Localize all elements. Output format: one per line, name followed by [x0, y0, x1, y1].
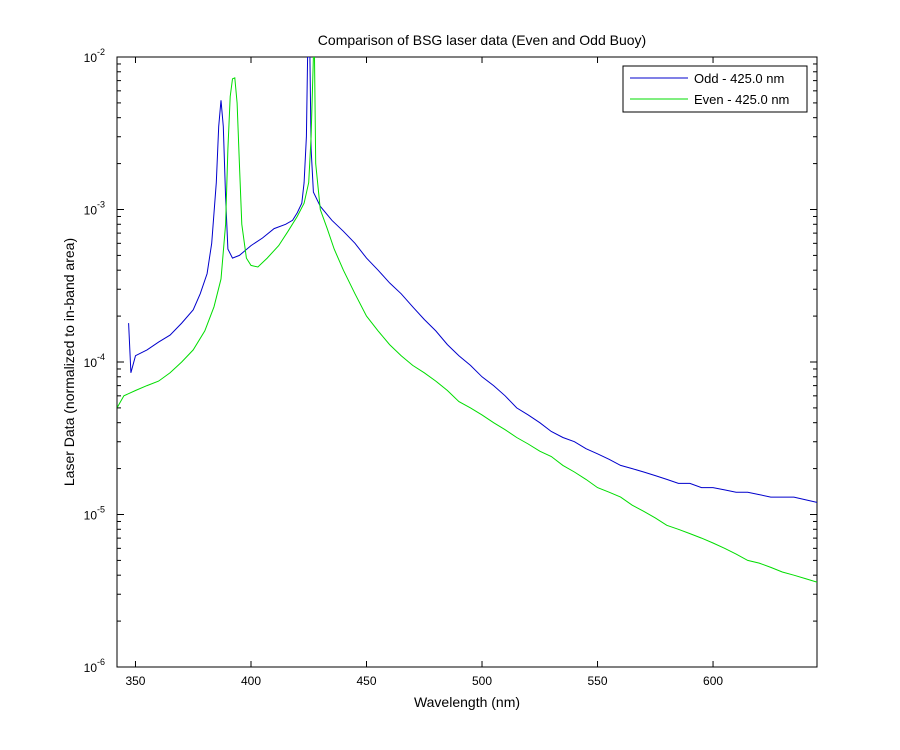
series-line-even: [117, 57, 817, 583]
y-axis: 10-610-510-410-310-2: [84, 47, 817, 675]
x-tick-label: 350: [125, 674, 145, 688]
chart-title: Comparison of BSG laser data (Even and O…: [318, 32, 646, 48]
y-tick-label: 10: [84, 51, 98, 65]
series-layer: [117, 57, 817, 583]
y-tick-label-exponent: -5: [97, 505, 105, 515]
y-tick-label-exponent: -4: [97, 352, 105, 362]
y-tick-label-exponent: -3: [97, 200, 105, 210]
legend: Odd - 425.0 nm Even - 425.0 nm: [622, 65, 808, 113]
x-tick-label: 550: [588, 674, 608, 688]
y-tick-label: 10: [84, 661, 98, 675]
series-line-odd: [128, 57, 817, 503]
y-axis-label: Laser Data (normalized to in-band area): [61, 238, 77, 486]
x-tick-label: 600: [703, 674, 723, 688]
y-tick-label: 10: [84, 204, 98, 218]
x-tick-label: 450: [356, 674, 376, 688]
legend-entry-even: Even - 425.0 nm: [694, 92, 789, 107]
y-tick-label-exponent: -2: [97, 47, 105, 57]
x-tick-label: 500: [472, 674, 492, 688]
x-tick-label: 400: [241, 674, 261, 688]
legend-entry-odd: Odd - 425.0 nm: [694, 71, 784, 86]
y-tick-label: 10: [84, 509, 98, 523]
y-tick-label: 10: [84, 356, 98, 370]
x-axis-label: Wavelength (nm): [414, 694, 520, 710]
y-tick-label-exponent: -6: [97, 657, 105, 667]
x-axis: 350 400 450 500 550 600: [125, 57, 723, 688]
legend-box: [622, 65, 808, 113]
